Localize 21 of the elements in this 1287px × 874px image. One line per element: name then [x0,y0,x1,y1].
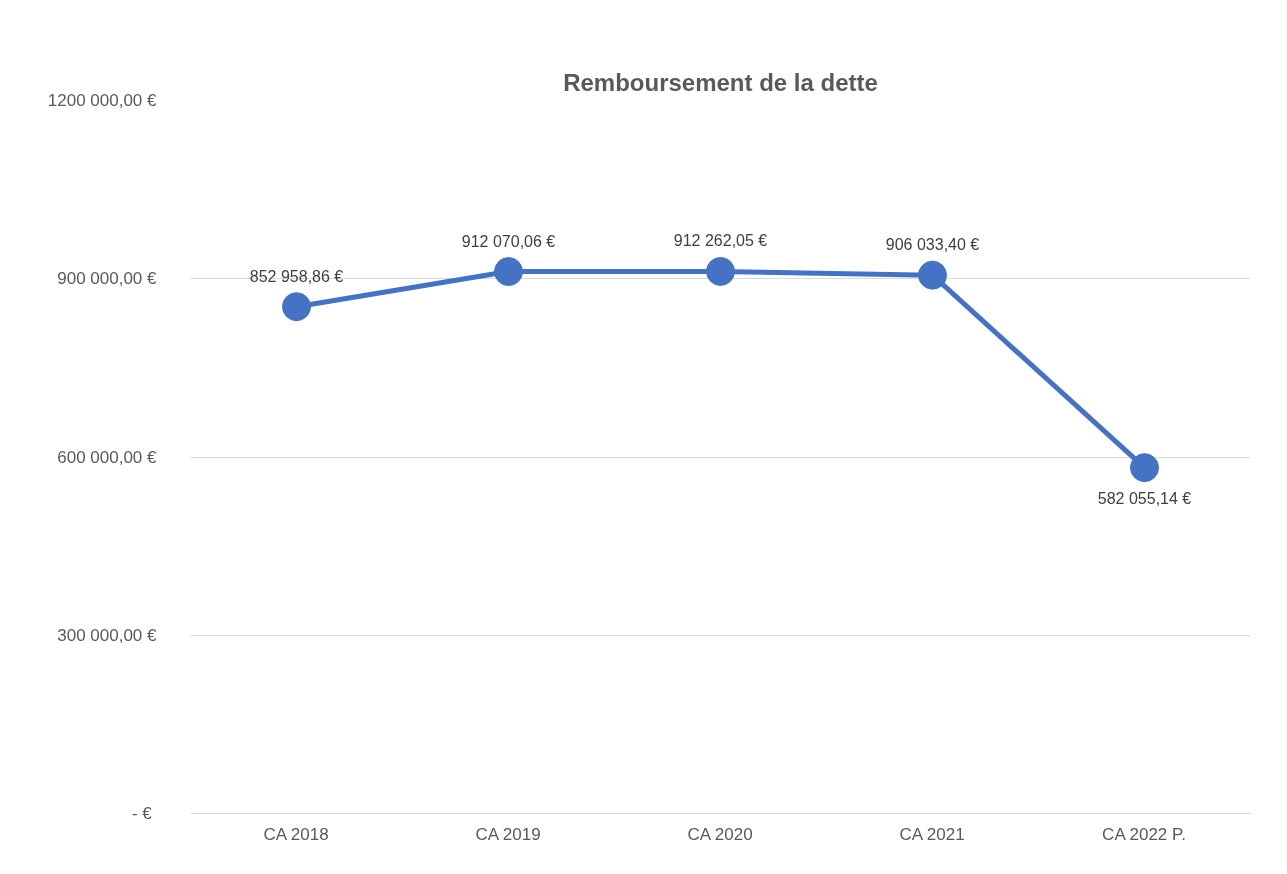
y-tick-label: - € [131,804,153,823]
point [494,257,523,287]
data-label: 852 958,86 € [249,267,344,285]
y-tick-label: 1200 000,00 € [47,91,158,110]
data-label: 912 070,06 € [461,232,556,250]
chart-title: Remboursement de la dette [563,68,878,96]
point [918,260,947,290]
y-tick-label: 900 000,00 € [57,269,158,289]
data-label: 582 055,14 € [1097,489,1192,507]
data-label: 912 262,05 € [673,232,768,250]
x-tick-label: CA 2020 [687,824,753,844]
x-tick-label: CA 2019 [475,824,541,844]
x-tick-label: CA 2018 [263,824,329,844]
point [1130,453,1159,483]
y-tick-label: 600 000,00 € [57,447,158,467]
y-tick-label: 300 000,00 € [57,625,158,645]
point [282,292,311,322]
x-tick-label: CA 2022 P. [1102,824,1186,844]
point [706,256,735,286]
data-label: 906 033,40 € [885,236,980,254]
x-tick-label: CA 2021 [899,824,965,844]
